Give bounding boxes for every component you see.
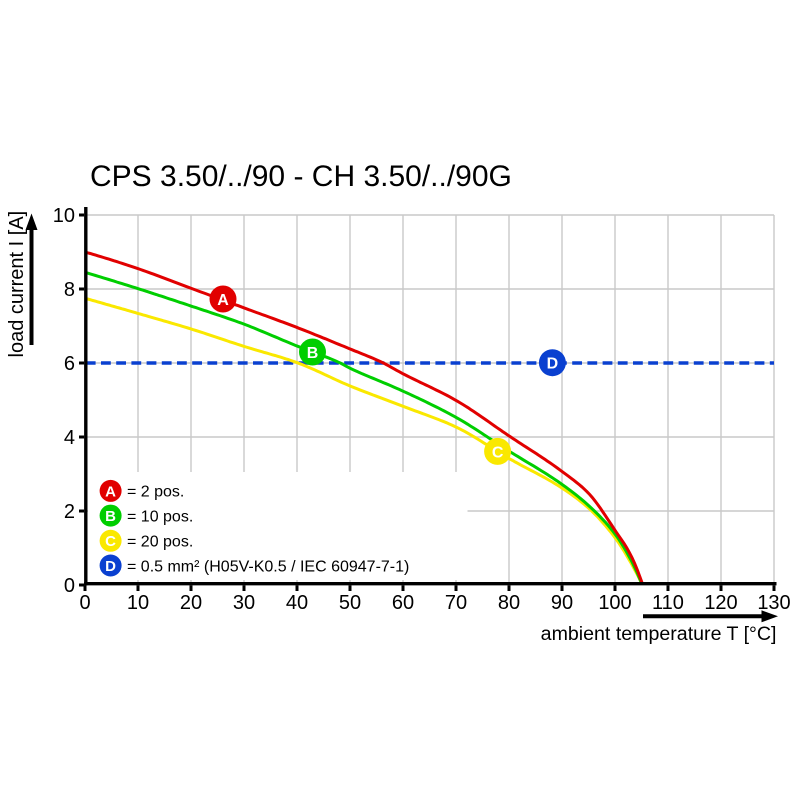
svg-text:10: 10 — [53, 205, 75, 227]
svg-text:6: 6 — [64, 353, 75, 375]
svg-text:CPS 3.50/../90 - CH 3.50/../90: CPS 3.50/../90 - CH 3.50/../90G — [90, 160, 512, 193]
svg-text:70: 70 — [445, 592, 467, 614]
svg-text:8: 8 — [64, 279, 75, 301]
svg-text:110: 110 — [652, 592, 684, 614]
svg-text:= 2 pos.: = 2 pos. — [127, 484, 184, 501]
svg-text:4: 4 — [64, 427, 75, 449]
svg-text:ambient temperature T [°C]: ambient temperature T [°C] — [541, 623, 777, 645]
svg-text:B: B — [105, 508, 116, 525]
svg-text:2: 2 — [64, 501, 75, 523]
svg-text:50: 50 — [339, 592, 361, 614]
svg-text:0: 0 — [79, 592, 90, 614]
svg-text:C: C — [105, 533, 116, 550]
svg-text:60: 60 — [392, 592, 414, 614]
svg-text:load current I [A]: load current I [A] — [6, 211, 28, 358]
svg-text:= 20 pos.: = 20 pos. — [127, 534, 193, 551]
svg-text:30: 30 — [233, 592, 255, 614]
svg-text:40: 40 — [286, 592, 308, 614]
svg-text:A: A — [217, 292, 229, 309]
svg-text:C: C — [492, 444, 504, 461]
svg-text:A: A — [105, 483, 116, 500]
svg-text:90: 90 — [551, 592, 573, 614]
svg-text:= 0.5 mm² (H05V-K0.5 / IEC 609: = 0.5 mm² (H05V-K0.5 / IEC 60947-7-1) — [127, 558, 409, 575]
svg-text:100: 100 — [598, 592, 631, 614]
svg-text:10: 10 — [127, 592, 149, 614]
svg-text:= 10 pos.: = 10 pos. — [127, 508, 193, 525]
svg-text:120: 120 — [704, 592, 737, 614]
svg-text:0: 0 — [64, 575, 75, 597]
svg-text:B: B — [307, 345, 319, 362]
svg-text:80: 80 — [498, 592, 520, 614]
svg-text:20: 20 — [180, 592, 202, 614]
svg-text:D: D — [547, 356, 559, 373]
svg-text:130: 130 — [757, 592, 790, 614]
svg-text:D: D — [105, 558, 116, 575]
